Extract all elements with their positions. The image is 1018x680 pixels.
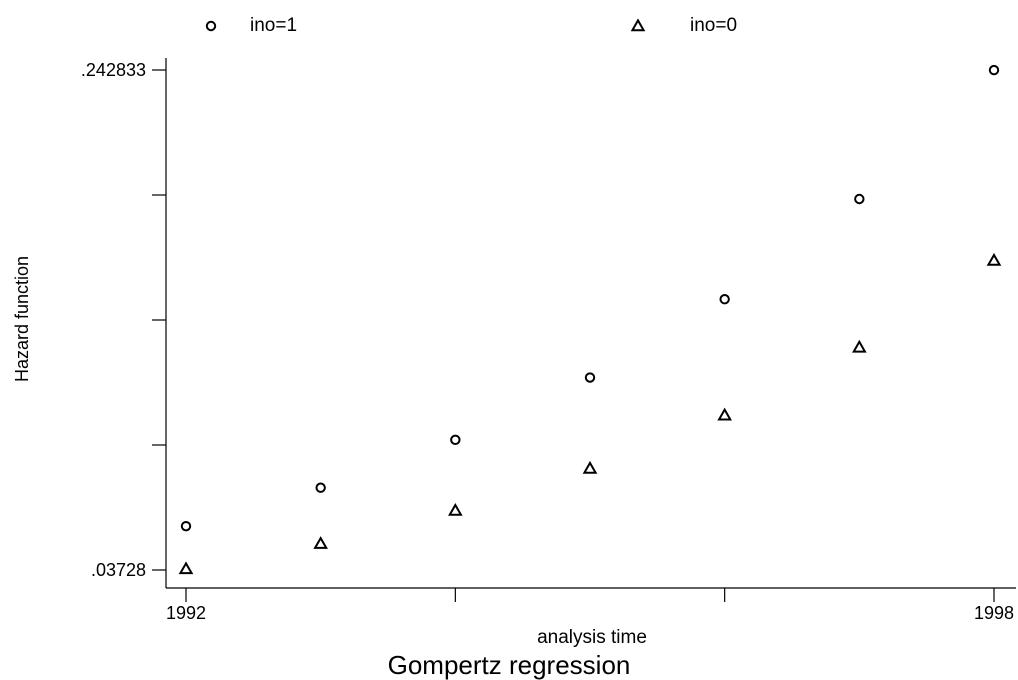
data-point-circle [854, 193, 865, 205]
y-axis-label: Hazard function [12, 256, 32, 382]
y-tick-label: .242833 [81, 60, 146, 80]
chart-title: Gompertz regression [388, 650, 631, 680]
y-tick-label: .03728 [91, 560, 146, 580]
data-point-circle [315, 482, 326, 493]
legend-marker-circle [205, 20, 217, 32]
legend-marker-triangle [630, 18, 646, 32]
data-point-triangle [313, 536, 328, 549]
data-point-circle [180, 520, 192, 532]
x-axis-label: analysis time [537, 627, 647, 648]
legend: ino=1 ino=0 [205, 15, 737, 36]
data-point-triangle [448, 502, 463, 516]
x-tick-label: 1992 [166, 603, 206, 623]
legend-label: ino=0 [690, 15, 737, 36]
data-point-triangle [178, 561, 194, 575]
data-point-triangle [986, 252, 1002, 266]
x-tick-label: 1998 [974, 603, 1014, 623]
data-point-triangle [582, 460, 598, 474]
data-point-circle [584, 372, 596, 383]
data-point-triangle [852, 339, 867, 353]
legend-label: ino=1 [250, 15, 297, 36]
data-point-circle [988, 64, 1000, 76]
data-point-triangle [717, 407, 732, 421]
plot-area: .03728 .242833 1992 1998 [81, 58, 1016, 623]
data-point-circle [719, 294, 730, 305]
data-point-circle [450, 434, 461, 446]
